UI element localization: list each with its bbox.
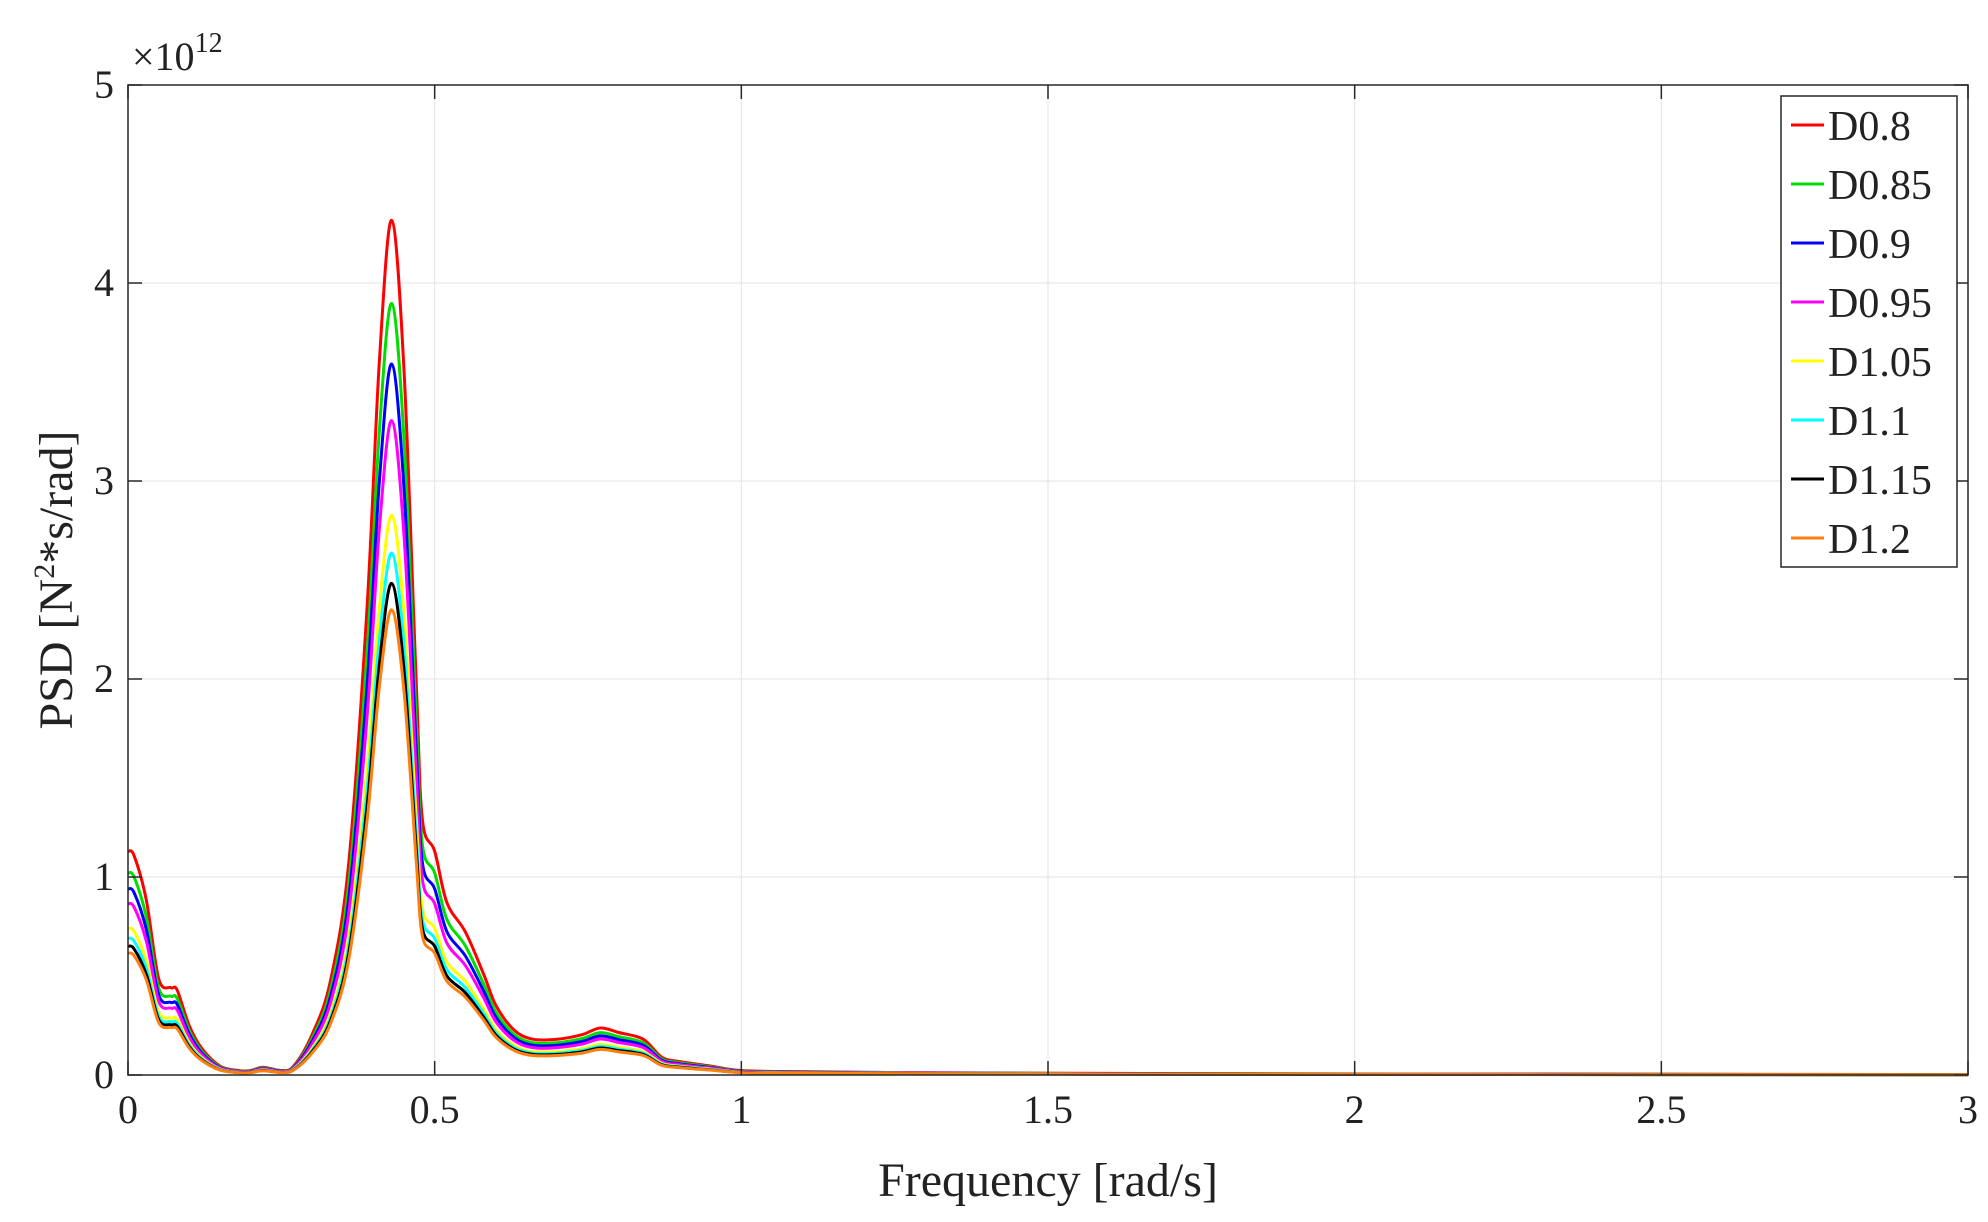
tick-marks <box>127 84 1969 1076</box>
series-line-D1-2 <box>127 608 1969 1077</box>
legend: D0.8 D0.85 D0.9 D0.95 D1.05 D1.1 D1.15 D1.2 <box>1780 95 1958 568</box>
x-tick-label: 3 <box>1958 1087 1978 1132</box>
x-tick-label: 2 <box>1345 1087 1365 1132</box>
legend-label: D1.15 <box>1828 458 1932 504</box>
y-tick-label: 3 <box>94 458 114 503</box>
y-axis-title-unit: *s/rad] <box>30 431 83 564</box>
legend-label: D1.1 <box>1828 399 1911 445</box>
legend-box <box>1780 95 1958 568</box>
x-tick-label: 1.5 <box>1023 1087 1073 1132</box>
x-tick-label: 2.5 <box>1636 1087 1686 1132</box>
y-exponent-power: 12 <box>195 28 223 59</box>
legend-label: D0.9 <box>1828 222 1911 268</box>
y-tick-label: 2 <box>94 656 114 701</box>
y-tick-label: 4 <box>94 260 114 305</box>
x-tick-label: 1 <box>731 1087 751 1132</box>
legend-label: D1.2 <box>1828 517 1911 563</box>
y-tick-label: 0 <box>94 1052 114 1097</box>
y-tick-label: 5 <box>94 62 114 107</box>
legend-label: D0.8 <box>1828 104 1911 150</box>
legend-label: D1.05 <box>1828 340 1932 386</box>
y-axis-title-main: PSD [N <box>30 579 83 730</box>
x-tick-labels: 0 0.5 1 1.5 2 2.5 3 <box>118 1087 1978 1132</box>
y-exponent-base: ×10 <box>132 34 195 79</box>
series-lines <box>127 218 1969 1077</box>
legend-label: D0.95 <box>1828 281 1932 327</box>
x-tick-label: 0 <box>118 1087 138 1132</box>
x-tick-label: 0.5 <box>410 1087 460 1132</box>
y-tick-labels: 0 1 2 3 4 5 <box>94 62 114 1097</box>
y-axis-title-superscript: 2 <box>28 564 61 579</box>
y-axis-title: PSD [N2*s/rad] <box>28 431 83 730</box>
legend-items: D0.8 D0.85 D0.9 D0.95 D1.05 D1.1 D1.15 D1.2 <box>1791 104 1932 563</box>
y-exponent-label: ×1012 <box>132 28 223 79</box>
y-tick-label: 1 <box>94 854 114 899</box>
x-axis-title: Frequency [rad/s] <box>878 1154 1218 1207</box>
legend-label: D0.85 <box>1828 163 1932 209</box>
